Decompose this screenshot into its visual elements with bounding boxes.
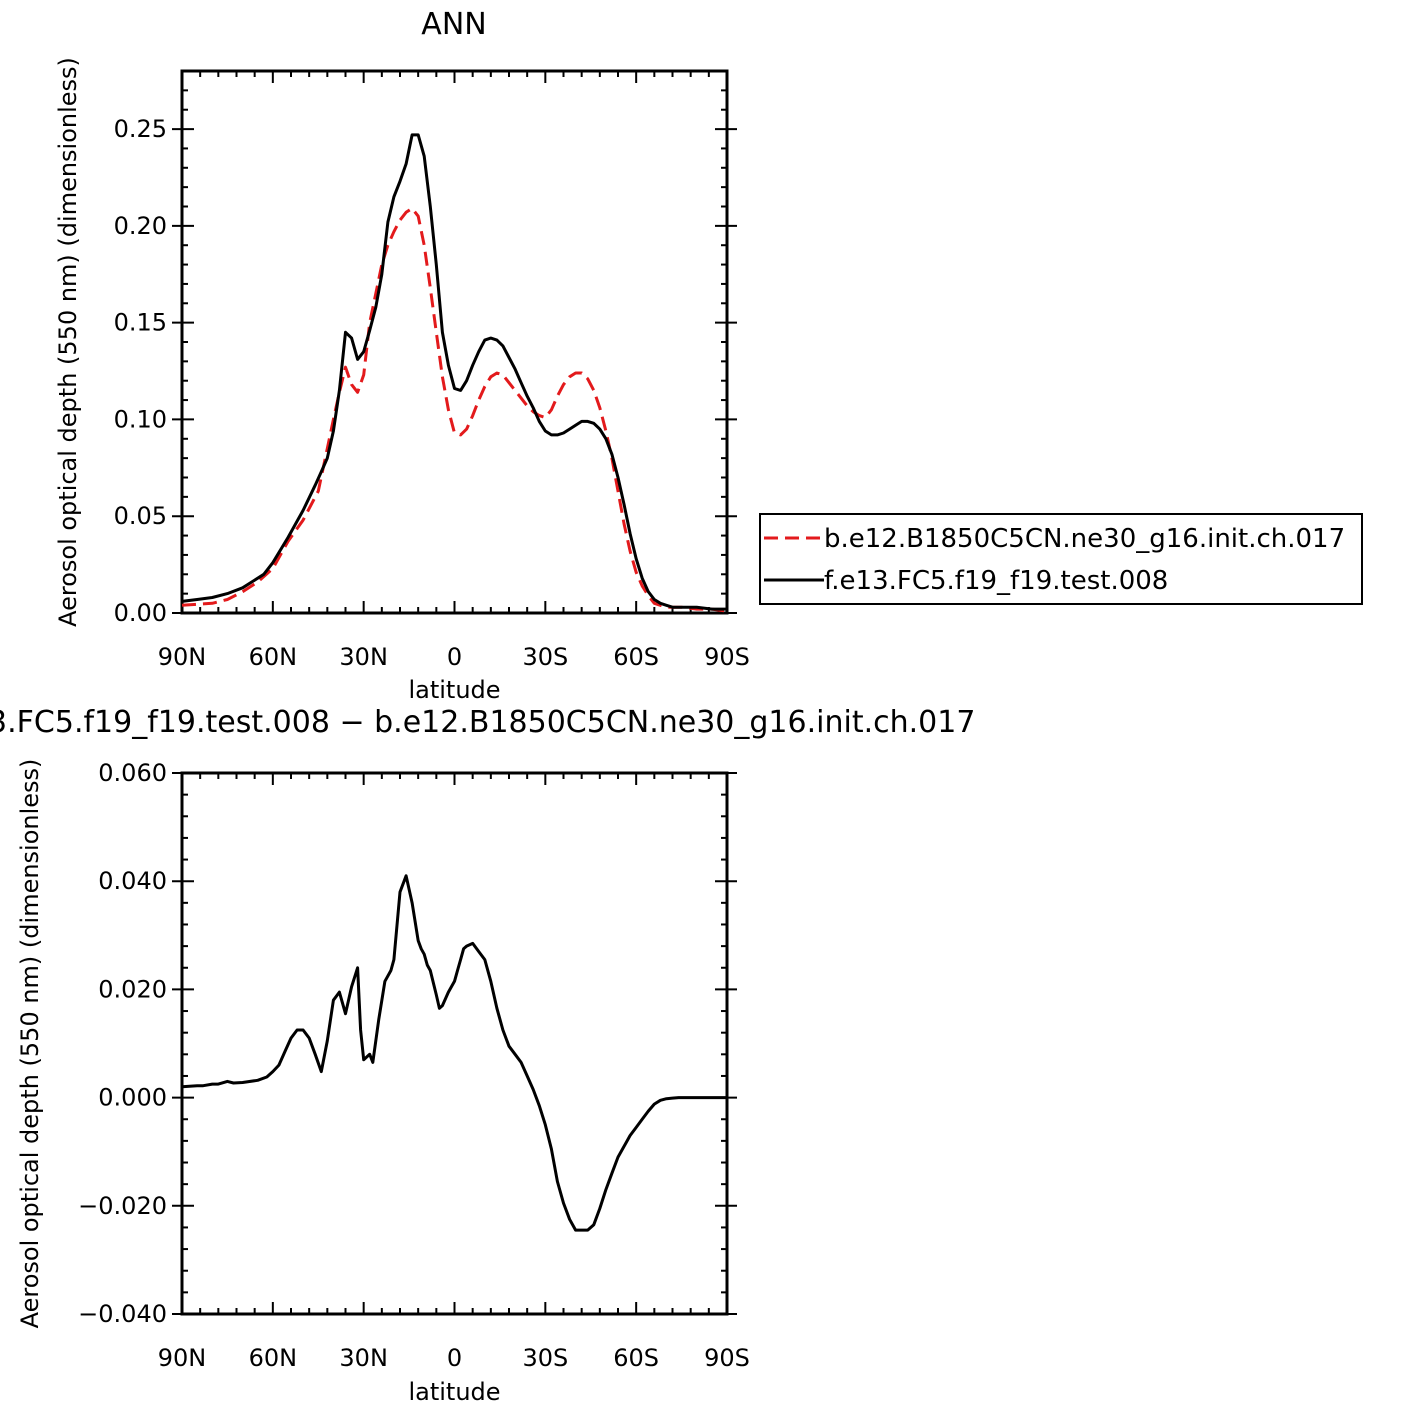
x-tick-label: 30S	[522, 643, 568, 671]
x-tick-label: 90S	[704, 1344, 750, 1372]
x-tick-label: 60N	[249, 643, 298, 671]
legend-entry-1: f.e13.FC5.f19_f19.test.008	[824, 566, 1168, 596]
x-tick-label: 30N	[339, 1344, 388, 1372]
y-tick-label: 0.05	[114, 502, 167, 530]
x-tick-label: 30S	[522, 1344, 568, 1372]
chart-title: f.e13.FC5.f19_f19.test.008 − b.e12.B1850…	[0, 705, 975, 740]
legend-box	[759, 513, 1363, 605]
y-tick-label: 0.15	[114, 309, 167, 337]
x-tick-label: 60N	[249, 1344, 298, 1372]
x-tick-label: 90N	[158, 643, 207, 671]
y-tick-label: −0.020	[78, 1192, 167, 1220]
x-tick-label: 60S	[613, 1344, 659, 1372]
y-tick-label: 0.25	[114, 115, 167, 143]
x-tick-label: 90N	[158, 1344, 207, 1372]
y-tick-label: 0.20	[114, 212, 167, 240]
legend-entry-0: b.e12.B1850C5CN.ne30_g16.init.ch.017	[824, 524, 1345, 554]
plot-frame	[180, 771, 729, 1316]
series-line-0	[181, 206, 728, 613]
y-tick-label: 0.00	[114, 599, 167, 627]
x-tick-label: 60S	[613, 643, 659, 671]
x-tick-label: 90S	[704, 643, 750, 671]
x-axis-label: latitude	[408, 1378, 500, 1406]
y-axis-label: Aerosol optical depth (550 nm) (dimensio…	[16, 759, 44, 1329]
bottom-panel: f.e13.FC5.f19_f19.test.008 − b.e12.B1850…	[0, 705, 975, 1406]
series-line-0	[181, 874, 727, 1232]
y-tick-label: 0.10	[114, 405, 167, 433]
y-tick-label: −0.040	[78, 1300, 167, 1328]
x-tick-label: 30N	[339, 643, 388, 671]
series-line-1	[181, 133, 727, 611]
x-tick-label: 0	[447, 643, 462, 671]
y-axis-label: Aerosol optical depth (550 nm) (dimensio…	[54, 57, 82, 627]
top-panel: ANN 90N 60N 30N 0 30S 60S 90S 0.00 0.05 0.10 0.15 0.…	[54, 7, 1363, 704]
y-tick-label: 0.000	[98, 1084, 167, 1112]
y-tick-label: 0.040	[98, 867, 167, 895]
y-tick-label: 0.020	[98, 975, 167, 1003]
chart-title: ANN	[421, 7, 486, 42]
x-axis-label: latitude	[408, 676, 500, 704]
y-tick-label: 0.060	[98, 759, 167, 787]
plot-frame	[180, 69, 729, 615]
x-tick-label: 0	[447, 1344, 462, 1372]
